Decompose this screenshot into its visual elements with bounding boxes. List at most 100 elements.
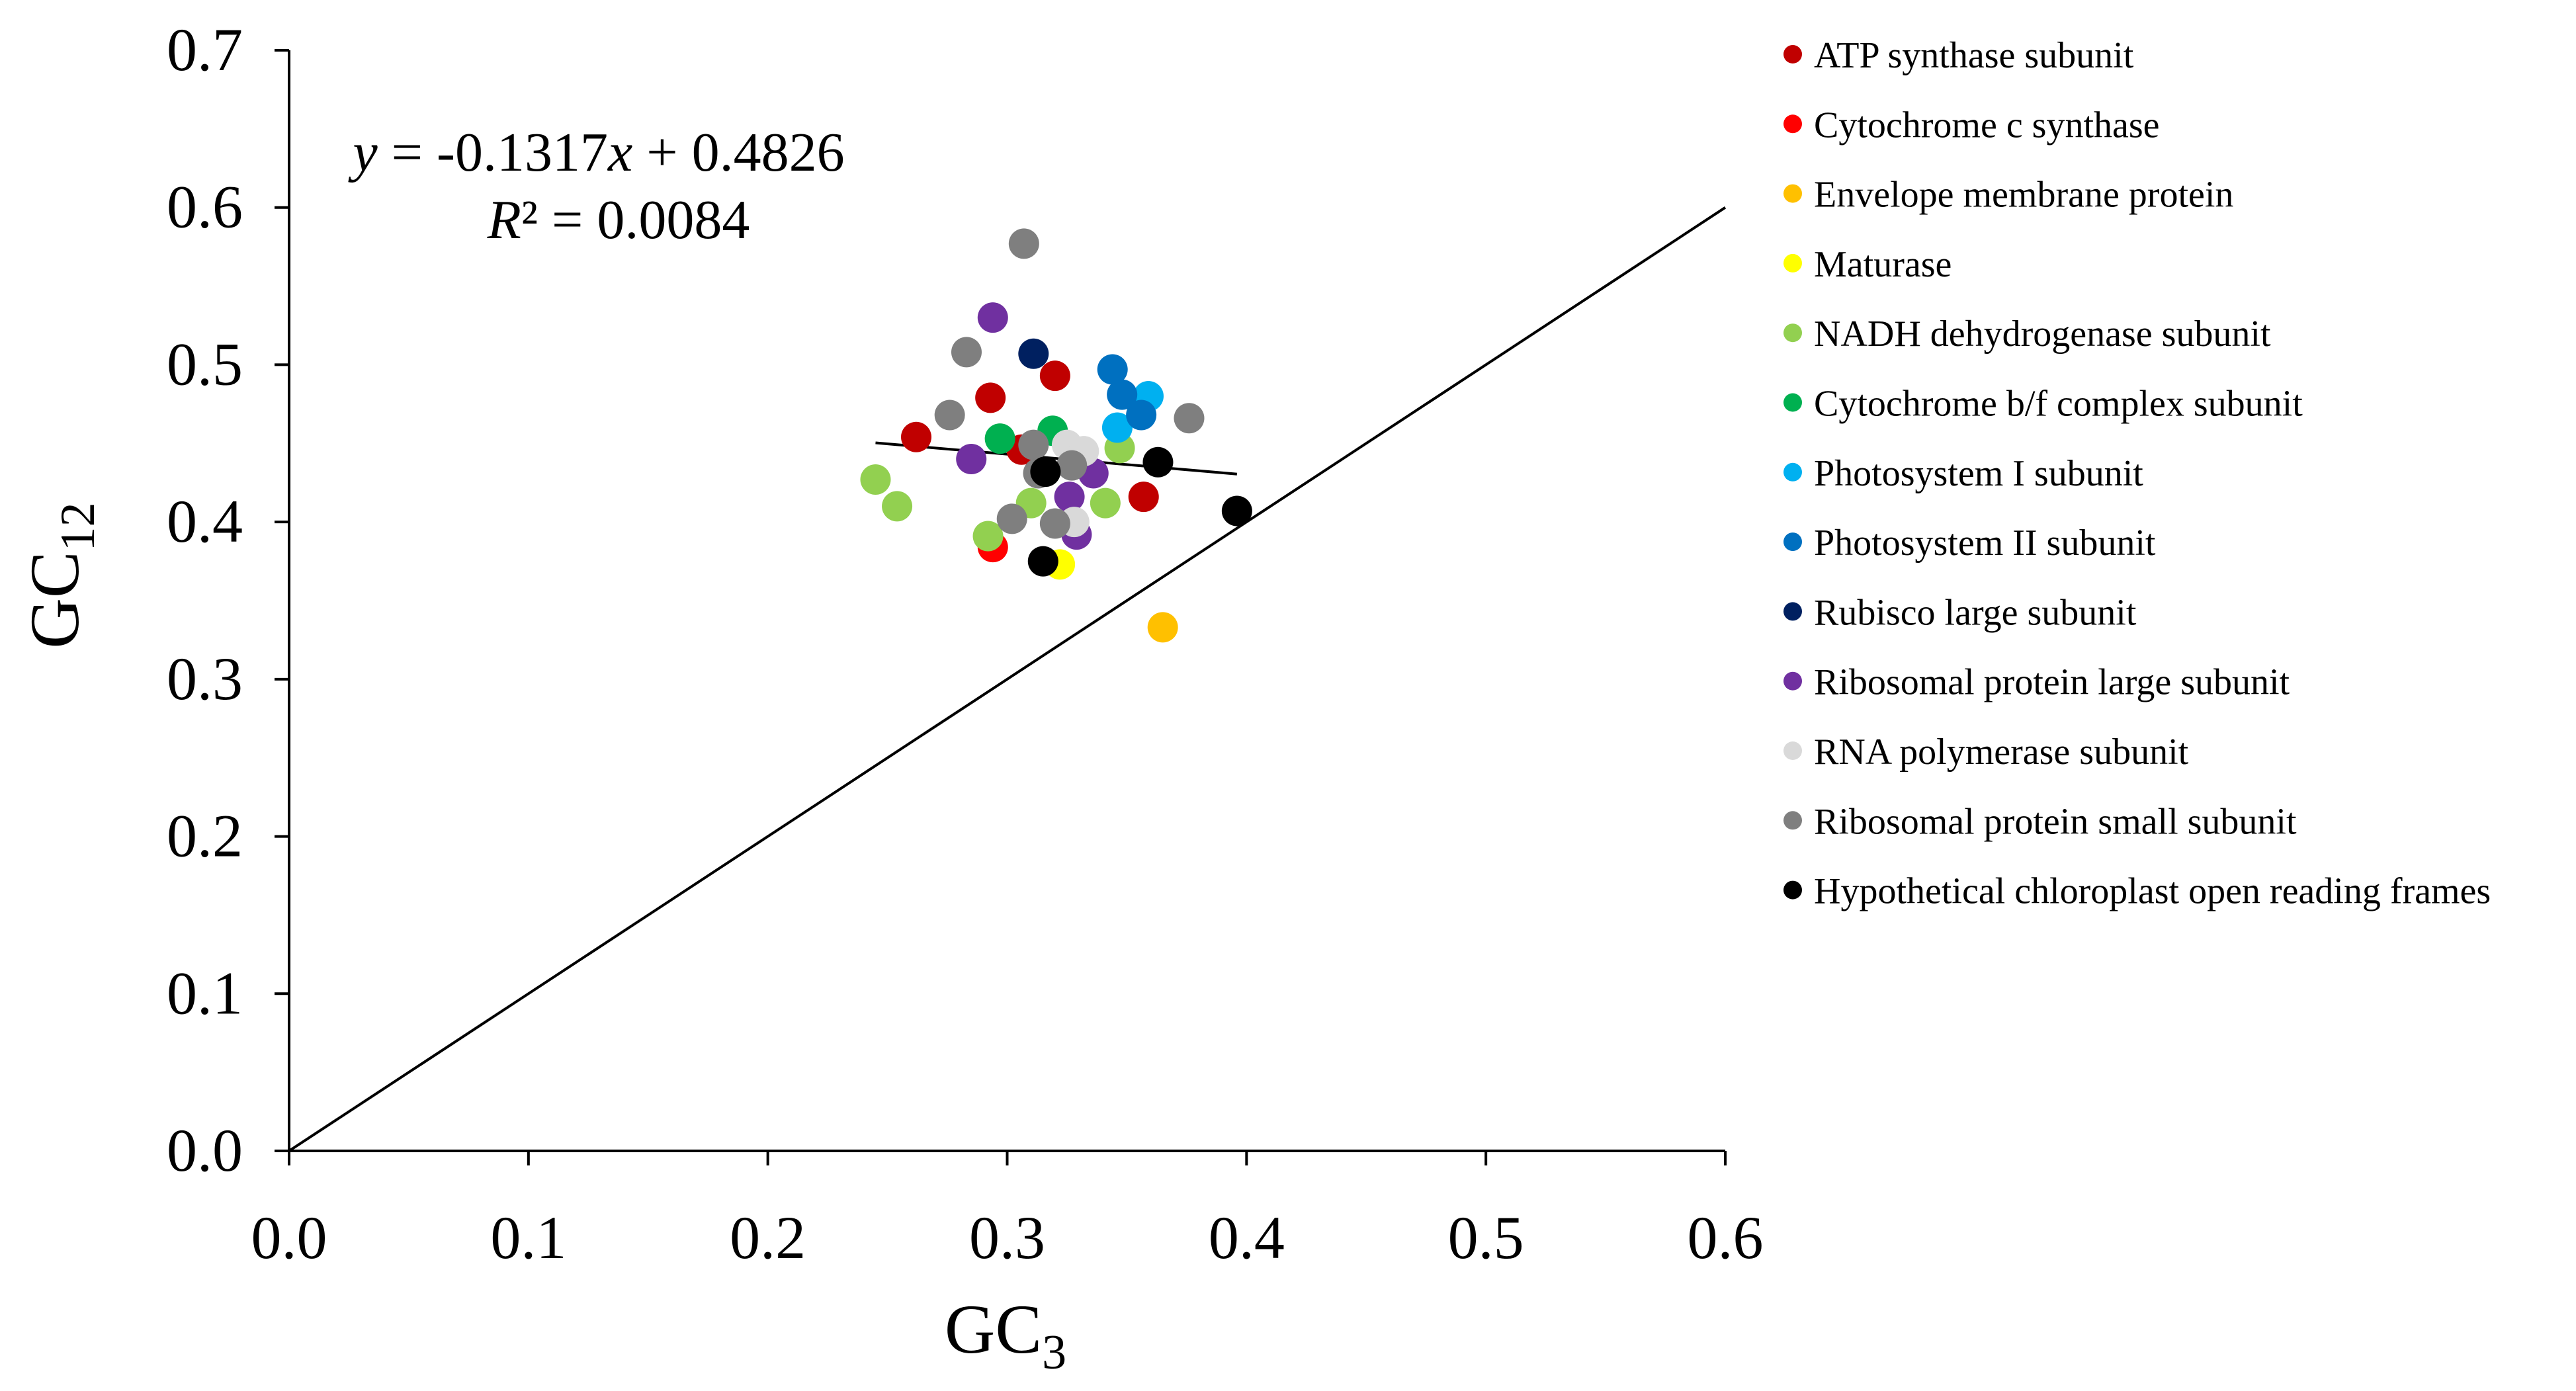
legend-entry: RNA polymerase subunit xyxy=(1783,732,2189,773)
data-point xyxy=(1101,412,1133,443)
y-tick-label: 0.0 xyxy=(167,1117,243,1184)
legend-entry: Envelope membrane protein xyxy=(1783,175,2233,216)
legend-label: Ribosomal protein large subunit xyxy=(1814,662,2290,703)
data-point xyxy=(1147,612,1178,643)
data-point xyxy=(1142,446,1174,478)
x-tick-label: 0.6 xyxy=(1688,1204,1764,1271)
equation-intercept: + 0.4826 xyxy=(632,122,844,183)
data-point xyxy=(1018,429,1049,460)
data-point xyxy=(1030,456,1061,487)
legend-label: Ribosomal protein small subunit xyxy=(1814,801,2297,842)
data-point xyxy=(1018,338,1049,369)
data-point xyxy=(1008,228,1039,259)
legend-label: Cytochrome c synthase xyxy=(1814,105,2160,146)
data-point xyxy=(1097,354,1128,385)
y-tick-label: 0.2 xyxy=(167,802,243,870)
legend-entry: ATP synthase subunit xyxy=(1783,35,2134,76)
data-point xyxy=(1054,482,1085,513)
y-tick-label: 0.5 xyxy=(167,330,243,398)
points-layer xyxy=(860,228,1252,643)
legend-entry: Cytochrome c synthase xyxy=(1783,105,2160,146)
legend-label: Envelope membrane protein xyxy=(1814,175,2233,216)
data-point xyxy=(996,503,1027,534)
data-point xyxy=(1039,508,1070,539)
legend-entry: Ribosomal protein large subunit xyxy=(1783,662,2290,703)
x-axis-title-sub: 3 xyxy=(1042,1326,1066,1380)
x-tick-label: 0.0 xyxy=(251,1204,327,1271)
data-point xyxy=(951,337,982,368)
y-axis-title-sub: 12 xyxy=(51,502,105,551)
data-point xyxy=(1056,450,1088,481)
legend-entry: Maturase xyxy=(1783,244,1952,285)
r-squared: R² = 0.0084 xyxy=(487,189,750,251)
legend-entry: NADH dehydrogenase subunit xyxy=(1783,314,2271,355)
data-point xyxy=(882,491,913,522)
data-point xyxy=(1090,487,1121,519)
x-tick-label: 0.2 xyxy=(730,1204,806,1271)
legend-marker xyxy=(1783,253,1802,273)
x-tick-label: 0.4 xyxy=(1209,1204,1285,1271)
legend-marker xyxy=(1783,671,1802,691)
r2-value: ² = 0.0084 xyxy=(521,189,750,251)
legend-marker xyxy=(1783,393,1802,412)
reference-line-y-equals-x xyxy=(288,206,1727,1152)
y-axis-title: GC12 xyxy=(16,502,105,648)
legend-entry: Hypothetical chloroplast open reading fr… xyxy=(1783,871,2491,912)
x-tick-label: 0.5 xyxy=(1448,1204,1524,1271)
legend-label: NADH dehydrogenase subunit xyxy=(1814,314,2271,355)
legend-label: Photosystem I subunit xyxy=(1814,453,2143,494)
data-point xyxy=(972,521,1004,552)
legend-marker xyxy=(1783,532,1802,552)
legend-marker xyxy=(1783,811,1802,830)
legend-marker xyxy=(1783,880,1802,900)
x-axis-title-main: GC xyxy=(945,1290,1042,1368)
legend-label: Photosystem II subunit xyxy=(1814,523,2156,564)
legend-label: ATP synthase subunit xyxy=(1814,35,2134,76)
regression-equation: y = -0.1317x + 0.4826 xyxy=(347,122,844,183)
legend-entry: Rubisco large subunit xyxy=(1783,592,2137,633)
data-point xyxy=(1027,546,1058,577)
y-tick-label: 0.1 xyxy=(167,959,243,1027)
legend-entry: Photosystem I subunit xyxy=(1783,453,2143,494)
legend-entry: Photosystem II subunit xyxy=(1783,523,2156,564)
regression-trendline xyxy=(875,441,1238,476)
data-point xyxy=(934,400,965,431)
legend-marker xyxy=(1783,323,1802,343)
legend-marker xyxy=(1783,45,1802,63)
legend-label: Maturase xyxy=(1814,244,1952,285)
legend-label: Cytochrome b/f complex subunit xyxy=(1814,384,2303,425)
legend-label: RNA polymerase subunit xyxy=(1814,732,2189,773)
legend-marker xyxy=(1783,462,1802,482)
y-axis-title-main: GC xyxy=(16,551,93,648)
legend-label: Hypothetical chloroplast open reading fr… xyxy=(1814,871,2491,912)
equation-slope: = -0.1317 xyxy=(378,122,608,183)
equation-y-var: y xyxy=(347,122,378,183)
x-tick-label: 0.3 xyxy=(969,1204,1045,1271)
data-point xyxy=(956,444,987,475)
legend: ATP synthase subunit Cytochrome c synthas… xyxy=(1783,35,2491,912)
x-axis-title: GC3 xyxy=(945,1290,1066,1380)
data-point xyxy=(984,423,1015,454)
data-point xyxy=(1128,482,1159,513)
r2-var: R xyxy=(487,189,521,251)
data-point xyxy=(1221,495,1252,527)
y-tick-label: 0.3 xyxy=(167,645,243,712)
data-point xyxy=(860,464,891,495)
legend-marker xyxy=(1783,114,1802,134)
y-tick-label: 0.4 xyxy=(167,487,243,555)
axes-layer: 0.0 0.1 0.2 0.3 0.4 0.5 0.6 0.7 0.0 0.1 0.2 0.3 0.4 0… xyxy=(167,16,1764,1271)
x-tick-label: 0.1 xyxy=(490,1204,566,1271)
y-tick-label: 0.7 xyxy=(167,16,243,83)
legend-entry: Cytochrome b/f complex subunit xyxy=(1783,384,2303,425)
data-point xyxy=(901,421,932,452)
y-tick-label: 0.6 xyxy=(167,173,243,241)
data-point xyxy=(1039,360,1070,392)
legend-marker xyxy=(1783,741,1802,760)
equation-x-var: x xyxy=(607,122,632,183)
data-point xyxy=(975,382,1006,413)
lines-layer xyxy=(288,206,1727,1152)
data-point xyxy=(1107,379,1138,410)
legend-label: Rubisco large subunit xyxy=(1814,592,2137,633)
data-point xyxy=(1126,400,1157,431)
